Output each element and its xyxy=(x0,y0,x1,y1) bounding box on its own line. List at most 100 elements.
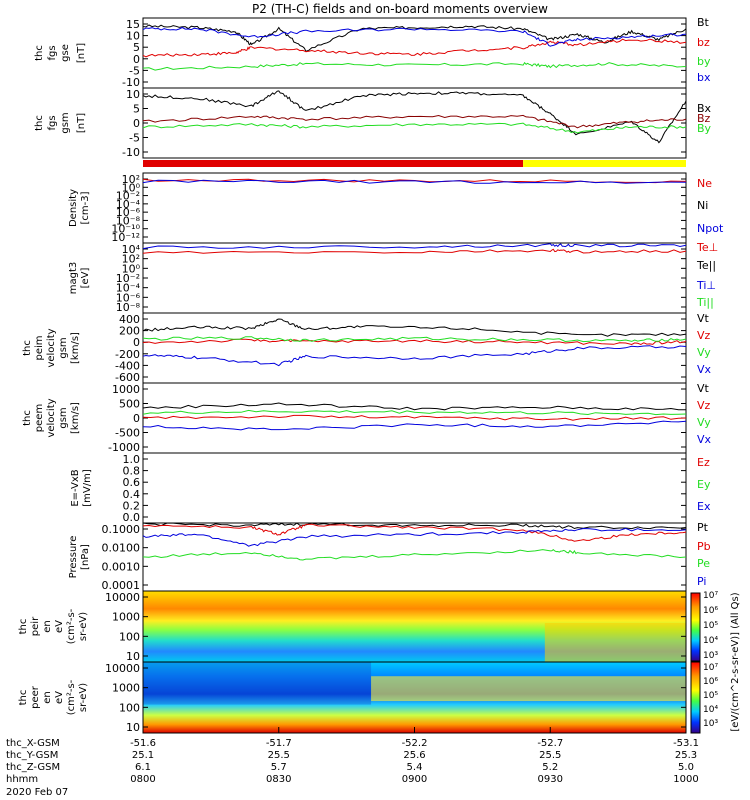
colorbar-tick: 10⁷ xyxy=(703,663,718,673)
ytick-label: 10² xyxy=(122,173,140,186)
ytick-label: 15 xyxy=(126,18,140,31)
spectrogram-feature xyxy=(371,676,686,702)
panel-pressure: 0.1000 0.0100 0.0010 0.0001 Pressure [nPa] Pt P… xyxy=(68,521,711,592)
ytick-label: 10⁻⁸ xyxy=(116,214,141,227)
legend-Vz: Vz xyxy=(697,399,711,412)
ylabel-text: gsm xyxy=(58,337,69,358)
ytick-label: 10⁻⁴ xyxy=(116,198,141,211)
colorbar-label: [eV/(cm^2-s-sr-eV)] (All Qs) xyxy=(730,592,741,731)
ylabel-text: eV xyxy=(54,620,65,633)
ylabel-text: (cm²-s- xyxy=(66,608,77,644)
xtick-y: 25.6 xyxy=(403,750,425,761)
colorbar-scale xyxy=(690,661,701,734)
colorbar-tick: 10⁴ xyxy=(703,636,718,646)
ylabel-text: gse xyxy=(60,44,71,62)
ytick-label: 5 xyxy=(133,103,140,116)
ytick-label: 10⁻⁶ xyxy=(116,206,141,219)
ytick-label: 10⁻² xyxy=(116,272,140,285)
panel-frame xyxy=(142,87,687,159)
ylabel-text: [eV] xyxy=(80,268,91,289)
ylabel-text: Density xyxy=(68,189,79,227)
series-Bt xyxy=(142,24,687,52)
ylabel-text: eV xyxy=(54,691,65,704)
colorbar-scale xyxy=(690,592,701,662)
series-Pb xyxy=(142,523,687,542)
ytick-label: -400 xyxy=(115,359,140,372)
ytick-label: 1000 xyxy=(112,383,140,396)
ylabel-text: peir xyxy=(30,616,41,636)
ylabel-text: fgs xyxy=(47,115,58,130)
series-Npot xyxy=(142,179,687,184)
series-Vx xyxy=(142,345,687,367)
legend-by: by xyxy=(697,55,711,68)
ytick-label: 10⁻² xyxy=(116,190,140,203)
ytick-label: 100 xyxy=(119,701,140,714)
ylabel-text: Pressure xyxy=(68,536,79,579)
ytick-label: 10⁰ xyxy=(122,262,141,275)
ytick-label: 400 xyxy=(119,313,140,326)
ytick-label: 1000 xyxy=(112,682,140,695)
ytick-label: 10⁻⁴ xyxy=(116,282,141,295)
figure-title: P2 (TH-C) fields and on-board moments ov… xyxy=(252,2,548,16)
xtick-y: 25.3 xyxy=(675,750,697,761)
legend-Vx: Vx xyxy=(697,433,712,446)
ylabel-text: E=-VxB xyxy=(70,469,81,506)
ytick-label: 0 xyxy=(133,412,140,425)
legend-Pb: Pb xyxy=(697,540,711,553)
ytick-label: 0.6 xyxy=(123,476,141,489)
ylabel-text: magt3 xyxy=(68,262,79,295)
ytick-label: 10⁴ xyxy=(122,243,141,256)
xtick-y: 25.5 xyxy=(539,750,561,761)
ytick-label: 0.8 xyxy=(123,465,141,478)
ytick-label: 10000 xyxy=(105,591,140,604)
xtick-z: 5.2 xyxy=(542,762,558,773)
ytick-label: 0.1000 xyxy=(102,523,141,536)
xtick-x: -52.7 xyxy=(537,738,563,749)
xtick-t: 0900 xyxy=(402,774,427,785)
ylabel-text: [km/s] xyxy=(70,332,81,364)
ytick-label: 10⁻¹⁰ xyxy=(111,223,140,236)
ytick-label: 0.0100 xyxy=(102,542,141,555)
mode-bar-slow xyxy=(143,160,524,167)
xaxis-row-label: thc_Z-GSM xyxy=(6,762,60,773)
ylabel-text: sr-eV) xyxy=(78,683,89,712)
legend-Vt: Vt xyxy=(697,312,710,325)
ytick-label: -5 xyxy=(129,64,140,77)
series-By xyxy=(142,122,687,134)
colorbar-tick: 10⁵ xyxy=(703,621,718,631)
ytick-label: 0 xyxy=(133,117,140,130)
legend-Vt: Vt xyxy=(697,382,710,395)
legend-Pe: Pe xyxy=(697,557,710,570)
ylabel-text: thc xyxy=(18,619,29,635)
xtick-t: 0800 xyxy=(130,774,155,785)
xtick-x: -53.1 xyxy=(673,738,699,749)
colorbar-tick: 10⁶ xyxy=(703,606,718,616)
series-Bx xyxy=(142,90,687,144)
legend-Ti||: Ti|| xyxy=(696,296,714,309)
legend-Ne: Ne xyxy=(697,177,712,190)
legend-Bz: Bz xyxy=(697,112,711,125)
ytick-label: 10² xyxy=(122,253,140,266)
legend-Pi: Pi xyxy=(697,575,706,588)
series-bz xyxy=(142,38,687,58)
legend-Npot: Npot xyxy=(697,222,724,235)
ytick-label: 1000 xyxy=(112,611,140,624)
series-Vz xyxy=(142,414,687,421)
legend-Ti⊥: Ti⊥ xyxy=(696,279,716,292)
xtick-x: -51.6 xyxy=(130,738,156,749)
xtick-z: 5.0 xyxy=(678,762,694,773)
ylabel-text: en xyxy=(42,620,53,633)
ytick-label: -200 xyxy=(115,348,140,361)
xtick-t: 1000 xyxy=(673,774,698,785)
colorbar-tick: 10⁶ xyxy=(703,677,718,687)
ylabel-text: thc xyxy=(22,340,33,356)
xaxis-row-label: thc_X-GSM xyxy=(6,738,60,749)
ylabel-text: [km/s] xyxy=(70,402,81,434)
panel-frame xyxy=(142,452,687,524)
panel-frame xyxy=(142,172,687,244)
legend-bx: bx xyxy=(697,71,711,84)
ytick-label: 10 xyxy=(126,30,140,43)
series-Te xyxy=(142,248,687,254)
